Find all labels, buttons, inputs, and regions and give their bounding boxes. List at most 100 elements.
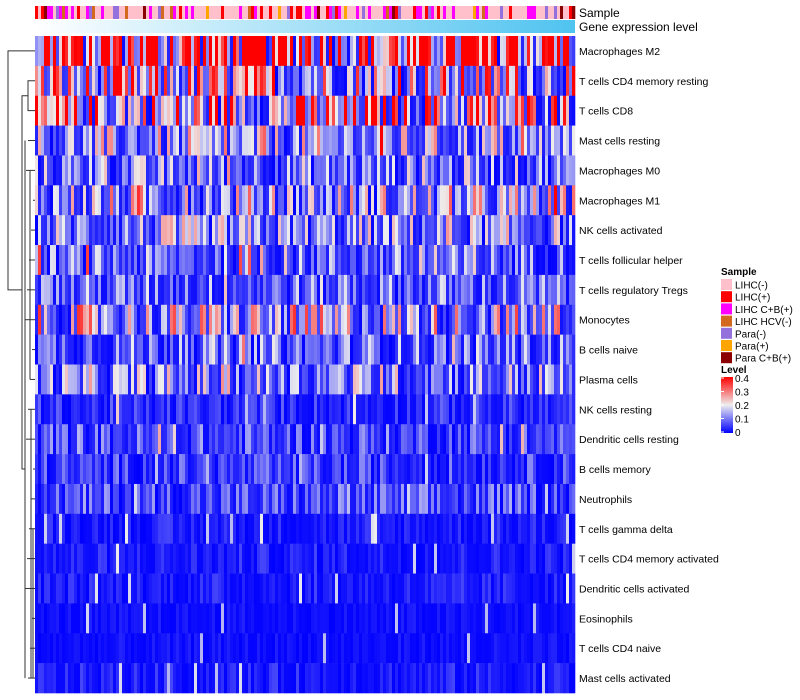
heatmap-cell xyxy=(119,603,123,634)
heatmap-cell xyxy=(272,603,276,634)
heatmap-cell xyxy=(218,274,222,306)
heatmap-cell xyxy=(131,245,135,276)
sample-annotation-cell xyxy=(125,6,129,19)
heatmap-cell xyxy=(59,155,63,186)
heatmap-cell xyxy=(203,663,207,694)
heatmap-cell xyxy=(392,573,396,604)
heatmap-cell xyxy=(509,394,513,425)
sample-annotation-cell xyxy=(53,6,57,19)
heatmap-cell xyxy=(542,125,546,156)
heatmap-cell xyxy=(41,364,45,395)
heatmap-cell xyxy=(53,603,57,634)
heatmap-cell xyxy=(197,603,201,634)
heatmap-cell xyxy=(59,364,63,395)
heatmap-cell xyxy=(257,36,261,67)
heatmap-cell xyxy=(431,573,435,604)
heatmap-cell xyxy=(425,364,429,395)
heatmap-cell xyxy=(503,65,507,97)
heatmap-cell xyxy=(494,334,498,365)
heatmap-cell xyxy=(62,454,66,485)
heatmap-cell xyxy=(98,633,102,664)
heatmap-cell xyxy=(188,394,192,425)
heatmap-cell xyxy=(425,95,429,126)
heatmap-cell xyxy=(203,65,207,97)
heatmap-cell xyxy=(401,274,405,306)
heatmap-cell xyxy=(137,663,141,694)
legend-swatch xyxy=(721,303,732,315)
heatmap-cell xyxy=(170,603,174,634)
heatmap-cell xyxy=(497,513,501,544)
heatmap-cell xyxy=(254,65,258,97)
heatmap-cell xyxy=(38,663,42,694)
sample-annotation-cell xyxy=(569,6,573,19)
heatmap-cell xyxy=(329,663,333,694)
heatmap-cell xyxy=(470,364,474,395)
heatmap-cell xyxy=(392,36,396,67)
heatmap-cell xyxy=(524,125,528,156)
heatmap-cell xyxy=(320,663,324,694)
heatmap-cell xyxy=(167,513,171,544)
heatmap-cell xyxy=(401,454,405,485)
heatmap-cell xyxy=(101,125,105,156)
heatmap-cell xyxy=(230,364,234,395)
heatmap-cell xyxy=(77,65,81,97)
sample-annotation-cell xyxy=(176,6,180,19)
heatmap-cell xyxy=(167,155,171,186)
sample-annotation-cell xyxy=(413,6,417,19)
heatmap-cell xyxy=(272,573,276,604)
heatmap-cell xyxy=(173,95,177,126)
row-label: Dendritic cells activated xyxy=(579,583,689,595)
heatmap-cell xyxy=(143,304,147,335)
heatmap-cell xyxy=(59,274,63,306)
heatmap-cell xyxy=(122,334,126,365)
heatmap-cell xyxy=(563,483,567,515)
heatmap-cell xyxy=(554,364,558,395)
heatmap-cell xyxy=(173,663,177,694)
sample-annotation-cell xyxy=(236,6,240,19)
heatmap-cell xyxy=(50,215,54,246)
heatmap-cell xyxy=(167,95,171,126)
heatmap-cell xyxy=(320,543,324,574)
heatmap-cell xyxy=(191,155,195,186)
heatmap-cell xyxy=(278,185,282,216)
heatmap-cell xyxy=(206,245,210,276)
heatmap-cell xyxy=(89,424,93,455)
heatmap-cell xyxy=(275,36,279,67)
heatmap-cell xyxy=(569,95,573,126)
heatmap-cell xyxy=(80,185,84,216)
heatmap-cell xyxy=(479,603,483,634)
heatmap-cell xyxy=(251,245,255,276)
heatmap-cell xyxy=(497,334,501,365)
sample-annotation-cell xyxy=(314,6,318,19)
heatmap-cell xyxy=(326,185,330,216)
heatmap-cell xyxy=(56,334,60,365)
sample-annotation-cell xyxy=(68,6,72,19)
heatmap-cell xyxy=(407,215,411,246)
heatmap-cell xyxy=(569,364,573,395)
heatmap-cell xyxy=(38,394,42,425)
heatmap-cell xyxy=(125,245,129,276)
heatmap-cell xyxy=(329,394,333,425)
heatmap-cell xyxy=(398,603,402,634)
heatmap-cell xyxy=(500,36,504,67)
sample-annotation-cell xyxy=(182,6,186,19)
heatmap-cell xyxy=(242,633,246,664)
heatmap-cell xyxy=(155,274,159,306)
heatmap-cell xyxy=(407,36,411,67)
heatmap-cell xyxy=(353,36,357,67)
heatmap-cell xyxy=(542,603,546,634)
heatmap-cell xyxy=(509,334,513,365)
sample-annotation-cell xyxy=(338,6,342,19)
heatmap-cell xyxy=(458,483,462,515)
sample-annotation-cell xyxy=(272,6,276,19)
heatmap-cell xyxy=(530,274,534,306)
heatmap-cell xyxy=(104,304,108,335)
heatmap-cell xyxy=(266,334,270,365)
heatmap-cell xyxy=(269,36,273,67)
heatmap-cell xyxy=(437,334,441,365)
heatmap-cell xyxy=(473,424,477,455)
heatmap-cell xyxy=(377,185,381,216)
heatmap-cell xyxy=(371,334,375,365)
heatmap-cell xyxy=(539,36,543,67)
heatmap-cell xyxy=(86,543,90,574)
